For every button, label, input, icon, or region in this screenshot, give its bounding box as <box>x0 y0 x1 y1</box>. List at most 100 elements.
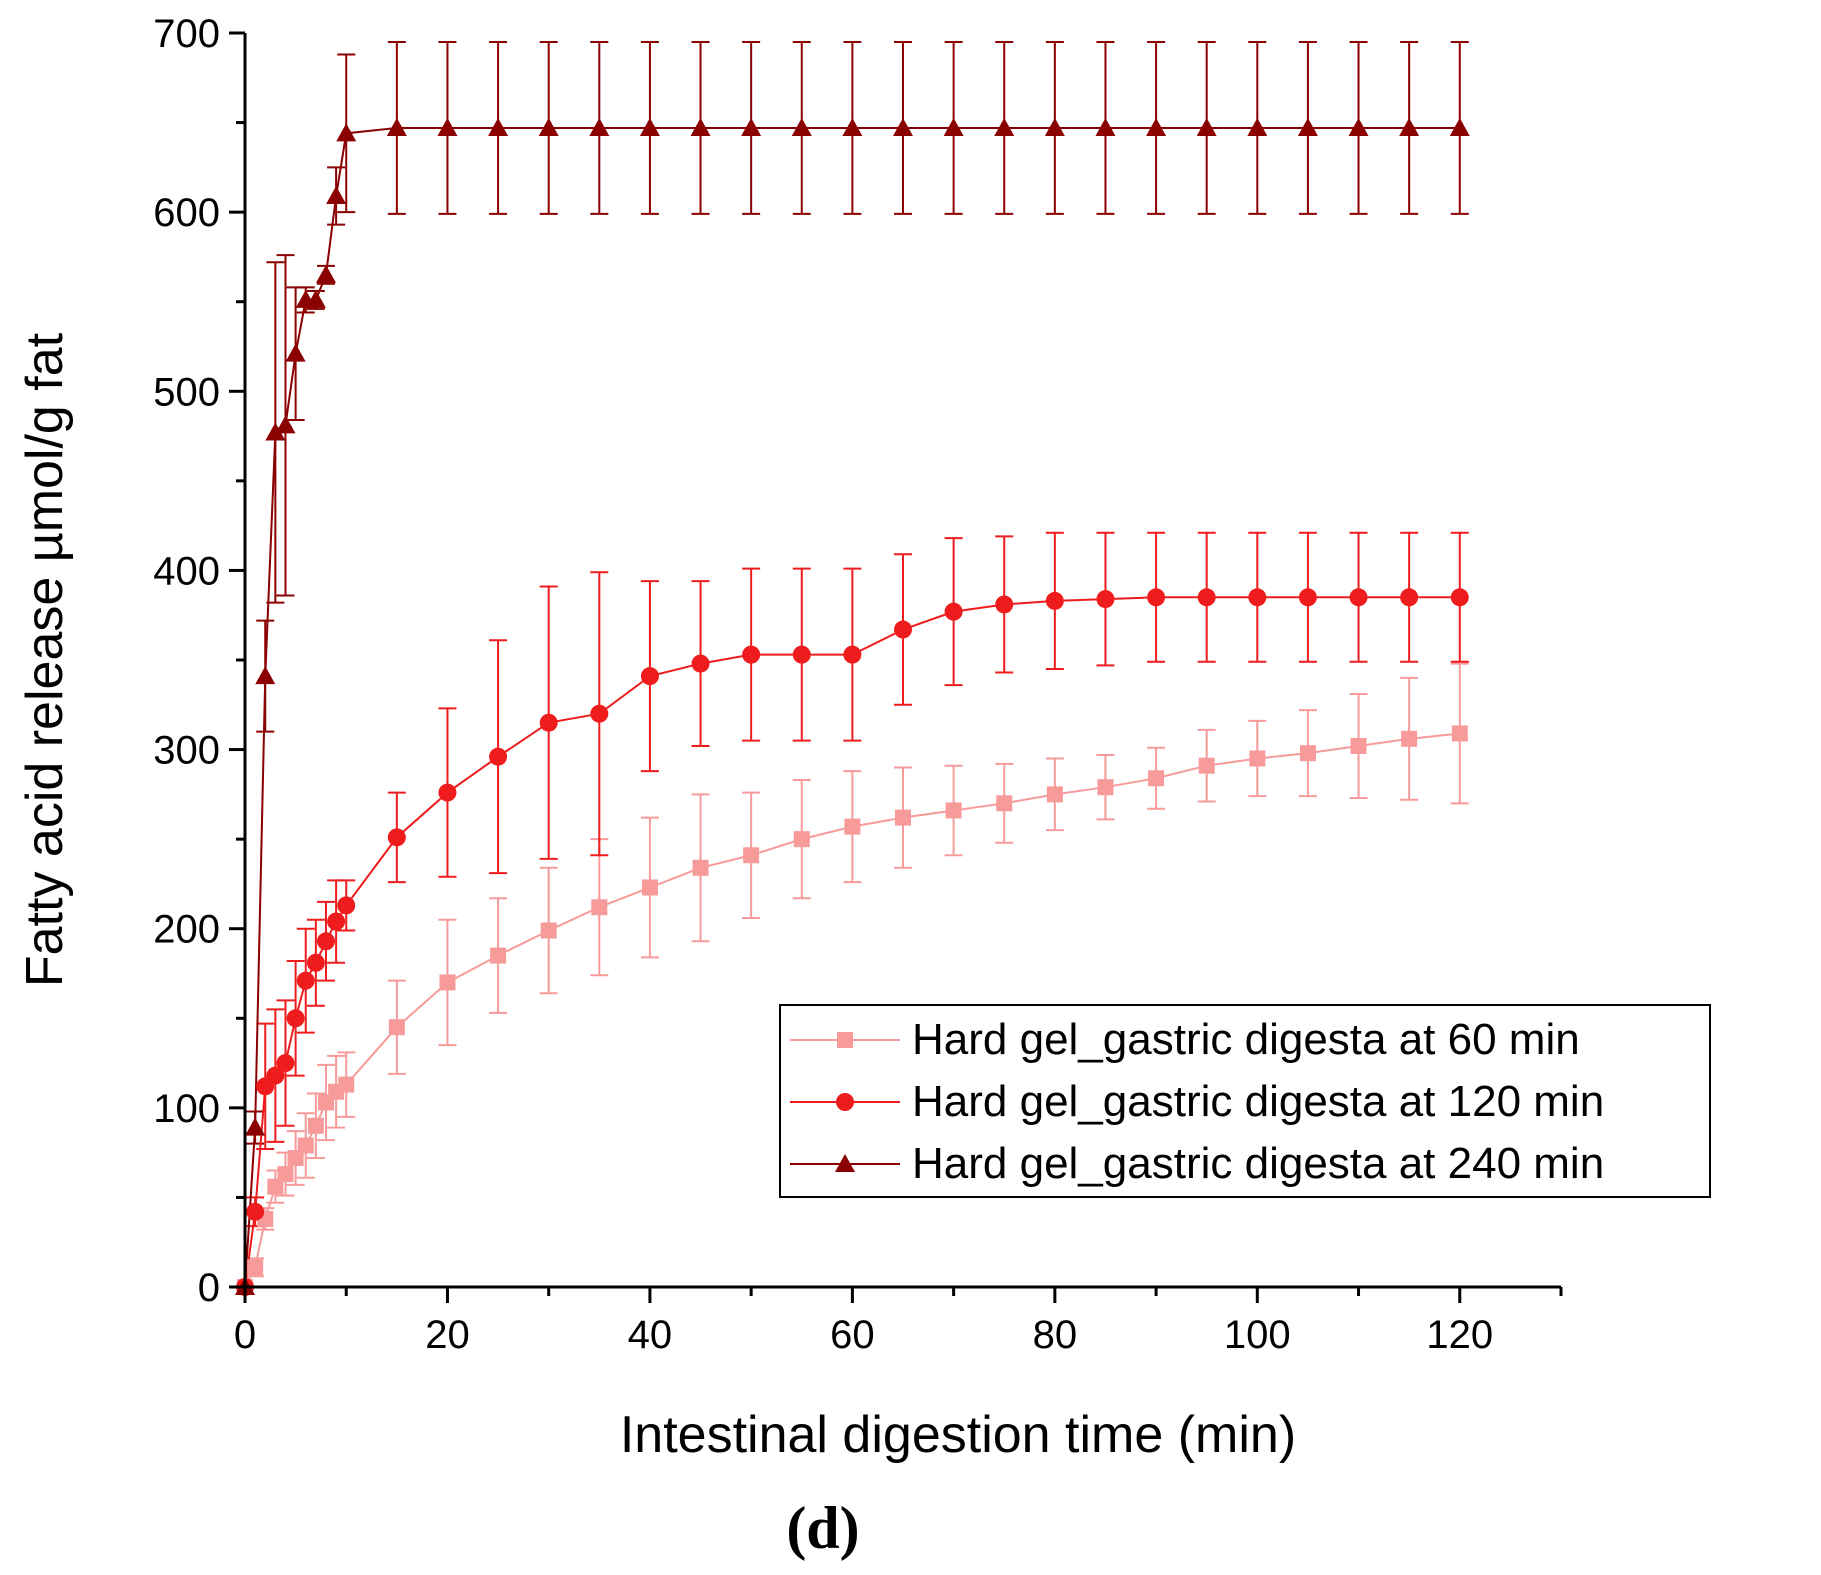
series-1-point <box>1401 730 1418 747</box>
series-2-point <box>742 645 761 664</box>
series-3-point <box>336 123 357 142</box>
series-1-point <box>1249 750 1266 767</box>
series-2-point <box>539 713 558 732</box>
series-3-point <box>690 117 711 136</box>
series-3-point <box>1095 117 1116 136</box>
legend-items <box>790 1032 900 1172</box>
y-tick-label: 300 <box>153 729 220 773</box>
series-3-point <box>1044 117 1065 136</box>
series-2-point <box>1349 588 1368 607</box>
series-2-point <box>489 747 508 766</box>
series-1-point <box>996 795 1013 812</box>
series-1-point <box>338 1076 355 1093</box>
y-tick-label: 500 <box>153 370 220 414</box>
series-2-point <box>691 654 710 673</box>
tick-labels-layer: 0 20 40 60 80 100 120 0 100 200 300 400 500 600 700 <box>153 12 1493 1357</box>
series-1-point <box>490 947 507 964</box>
series-2-point <box>1147 588 1166 607</box>
x-tick-label: 20 <box>425 1313 470 1357</box>
series-2-point <box>316 932 335 951</box>
series-3-point <box>1247 117 1268 136</box>
legend-swatch-marker <box>836 1093 854 1111</box>
y-tick-label: 600 <box>153 191 220 235</box>
series-1-point <box>641 879 658 896</box>
x-tick-label: 40 <box>628 1313 673 1357</box>
y-tick-label: 100 <box>153 1087 220 1131</box>
legend-label-60min: Hard gel_gastric digesta at 60 min <box>912 1015 1580 1064</box>
series-1-point <box>793 831 810 848</box>
series-3-point <box>265 422 286 441</box>
series-3-point <box>1348 117 1369 136</box>
series-2-point <box>944 602 963 621</box>
series-3-point <box>1146 117 1167 136</box>
series-3-point <box>255 666 276 685</box>
series-2-point <box>306 953 325 972</box>
series-3-point <box>275 415 296 434</box>
panel-label: (d) <box>786 1495 859 1561</box>
series-3-point <box>994 117 1015 136</box>
series-3-point <box>488 117 509 136</box>
x-axis-title: Intestinal digestion time (min) <box>620 1406 1296 1464</box>
x-tick-label: 120 <box>1426 1313 1493 1357</box>
series-1-point <box>1046 786 1063 803</box>
series-1-point <box>297 1137 314 1154</box>
series-3-point <box>842 117 863 136</box>
series-2-point <box>1298 588 1317 607</box>
legend-label-120min: Hard gel_gastric digesta at 120 min <box>912 1077 1604 1126</box>
series-3-point <box>741 117 762 136</box>
series-3-point <box>386 117 407 136</box>
series-1-point <box>1451 725 1468 742</box>
series-2-point <box>995 595 1014 614</box>
series-2-point <box>327 912 346 931</box>
series-3-point <box>305 289 326 308</box>
x-tick-label: 80 <box>1033 1313 1078 1357</box>
series-3-point <box>285 343 306 362</box>
series-1-point <box>743 847 760 864</box>
series-2-point <box>1248 588 1267 607</box>
series-3-point <box>1449 117 1470 136</box>
series-1-point <box>945 802 962 819</box>
series-2-point <box>286 1009 305 1028</box>
legend-label-240min: Hard gel_gastric digesta at 240 min <box>912 1139 1604 1188</box>
series-2-point <box>792 645 811 664</box>
series-1-point <box>591 899 608 916</box>
series-3-point <box>589 117 610 136</box>
series-3-point <box>791 117 812 136</box>
series-2-point <box>843 645 862 664</box>
series-3-point <box>245 1117 266 1136</box>
series-2-point <box>337 896 356 915</box>
axes-layer <box>229 31 1563 1303</box>
x-tick-label: 60 <box>830 1313 875 1357</box>
series-2-point <box>894 620 912 639</box>
series-3-point <box>639 117 660 136</box>
series-1-point <box>307 1117 324 1134</box>
series-3-point <box>315 264 336 283</box>
series-markers-layer <box>235 117 1470 1296</box>
series-1-point <box>267 1178 284 1195</box>
series-2-point <box>1400 588 1419 607</box>
series-2-point <box>246 1202 265 1221</box>
series-1-point <box>1350 737 1367 754</box>
series-2-point <box>276 1054 295 1073</box>
series-1-point <box>247 1259 264 1276</box>
series-2-point <box>640 667 659 686</box>
legend-swatch-marker <box>835 1154 855 1172</box>
y-axis-title: Fatty acid release µmol/g fat <box>16 332 74 987</box>
legend: Hard gel_gastric digesta at 60 min Hard … <box>779 1004 1711 1198</box>
series-2-point <box>1450 588 1469 607</box>
series-1-point <box>540 922 557 939</box>
series-2-point <box>266 1066 285 1085</box>
series-2-point <box>1096 590 1115 609</box>
series-2-point <box>1045 591 1064 610</box>
series-1-point <box>287 1150 304 1167</box>
series-3-point <box>326 186 347 205</box>
series-2-point <box>387 828 406 847</box>
legend-swatch-marker <box>837 1032 853 1048</box>
x-tick-label: 0 <box>234 1313 256 1357</box>
series-3-point <box>1196 117 1217 136</box>
series-2-point <box>1197 588 1216 607</box>
series-1-point <box>844 818 861 835</box>
series-1-point <box>1299 745 1316 762</box>
series-1-point <box>1198 757 1215 774</box>
